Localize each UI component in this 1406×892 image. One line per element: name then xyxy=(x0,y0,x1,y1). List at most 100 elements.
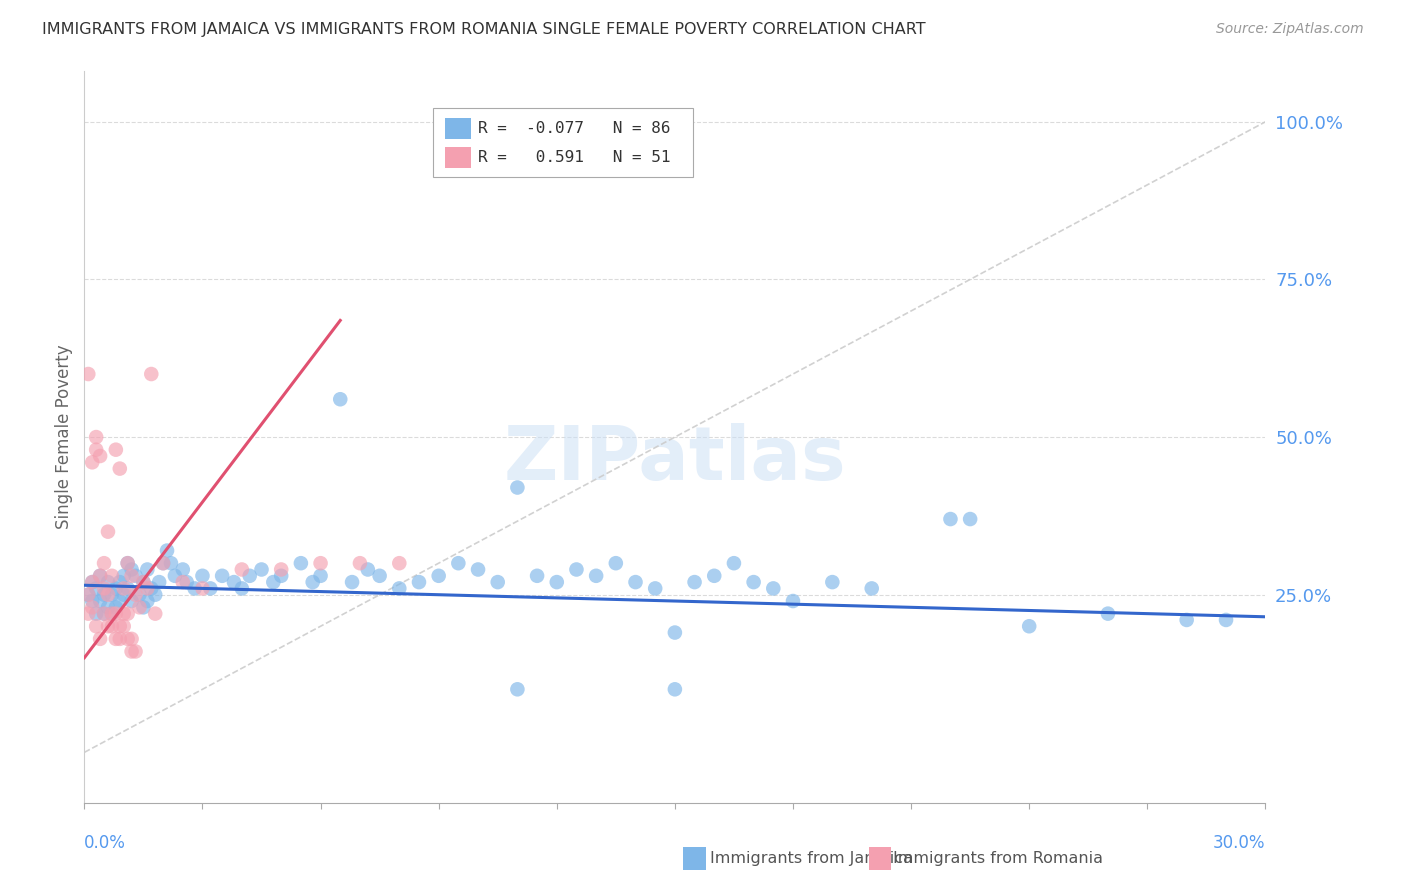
Point xyxy=(84,442,107,457)
Point xyxy=(408,575,430,590)
Point xyxy=(160,556,183,570)
Point xyxy=(143,588,166,602)
Text: Immigrants from Romania: Immigrants from Romania xyxy=(893,851,1102,865)
Text: Immigrants from Jamaica: Immigrants from Jamaica xyxy=(710,851,912,865)
Point xyxy=(77,607,100,621)
Point xyxy=(239,569,262,583)
Point xyxy=(141,367,163,381)
Point xyxy=(117,607,139,621)
Point xyxy=(447,556,470,570)
Point xyxy=(152,556,174,570)
Text: 30.0%: 30.0% xyxy=(1213,834,1265,852)
Point xyxy=(104,632,127,646)
Text: R =  -0.077   N = 86: R = -0.077 N = 86 xyxy=(478,121,671,136)
Point xyxy=(506,682,529,697)
Text: Source: ZipAtlas.com: Source: ZipAtlas.com xyxy=(1216,22,1364,37)
Point xyxy=(128,588,150,602)
Point xyxy=(742,575,765,590)
Point xyxy=(82,600,104,615)
Point xyxy=(121,632,143,646)
Point xyxy=(101,619,124,633)
Point xyxy=(762,582,785,596)
Point xyxy=(427,569,450,583)
Point xyxy=(172,562,194,576)
Point xyxy=(108,575,131,590)
Point xyxy=(112,569,135,583)
Point xyxy=(526,569,548,583)
Point xyxy=(108,632,131,646)
Point xyxy=(172,575,194,590)
Point xyxy=(1018,619,1040,633)
Point xyxy=(132,575,155,590)
Point xyxy=(683,575,706,590)
Point xyxy=(84,430,107,444)
Point xyxy=(231,582,253,596)
Point xyxy=(152,556,174,570)
Point xyxy=(132,600,155,615)
Point xyxy=(250,562,273,576)
Point xyxy=(112,582,135,596)
Point xyxy=(121,569,143,583)
Point xyxy=(703,569,725,583)
Point xyxy=(93,607,115,621)
Point xyxy=(486,575,509,590)
Bar xyxy=(444,147,471,168)
Point xyxy=(270,562,292,576)
Point xyxy=(104,607,127,621)
Text: R =   0.591   N = 51: R = 0.591 N = 51 xyxy=(478,150,671,165)
Point xyxy=(108,594,131,608)
Point xyxy=(585,569,607,583)
Y-axis label: Single Female Poverty: Single Female Poverty xyxy=(55,345,73,529)
Point xyxy=(124,588,146,602)
Point xyxy=(231,562,253,576)
Point xyxy=(664,625,686,640)
Point xyxy=(388,582,411,596)
Point xyxy=(340,575,363,590)
Point xyxy=(121,644,143,658)
Text: ZIPatlas: ZIPatlas xyxy=(503,423,846,496)
Point xyxy=(329,392,352,407)
Text: 0.0%: 0.0% xyxy=(84,834,127,852)
Point xyxy=(605,556,627,570)
Point xyxy=(89,632,111,646)
Point xyxy=(112,588,135,602)
Point xyxy=(136,562,159,576)
Point xyxy=(565,562,588,576)
Point xyxy=(1097,607,1119,621)
Point xyxy=(368,569,391,583)
Point xyxy=(136,582,159,596)
Point xyxy=(117,582,139,596)
Point xyxy=(84,619,107,633)
Point xyxy=(104,600,127,615)
Bar xyxy=(444,118,471,138)
Point xyxy=(141,582,163,596)
Point xyxy=(77,588,100,602)
Point xyxy=(77,367,100,381)
Point xyxy=(84,582,107,596)
Point xyxy=(664,682,686,697)
Point xyxy=(349,556,371,570)
Point xyxy=(82,594,104,608)
Text: IMMIGRANTS FROM JAMAICA VS IMMIGRANTS FROM ROMANIA SINGLE FEMALE POVERTY CORRELA: IMMIGRANTS FROM JAMAICA VS IMMIGRANTS FR… xyxy=(42,22,925,37)
Point xyxy=(309,556,332,570)
Point xyxy=(97,524,120,539)
Point xyxy=(97,619,120,633)
Point xyxy=(112,607,135,621)
Point xyxy=(467,562,489,576)
Point xyxy=(121,594,143,608)
Point xyxy=(782,594,804,608)
Point xyxy=(82,575,104,590)
Point xyxy=(143,607,166,621)
Point xyxy=(546,575,568,590)
Point xyxy=(104,442,127,457)
Point xyxy=(104,582,127,596)
Point xyxy=(82,575,104,590)
Point xyxy=(124,569,146,583)
Point xyxy=(97,575,120,590)
Point xyxy=(156,543,179,558)
Point xyxy=(506,481,529,495)
Point xyxy=(101,607,124,621)
Point xyxy=(101,569,124,583)
Point xyxy=(89,449,111,463)
Point xyxy=(290,556,312,570)
